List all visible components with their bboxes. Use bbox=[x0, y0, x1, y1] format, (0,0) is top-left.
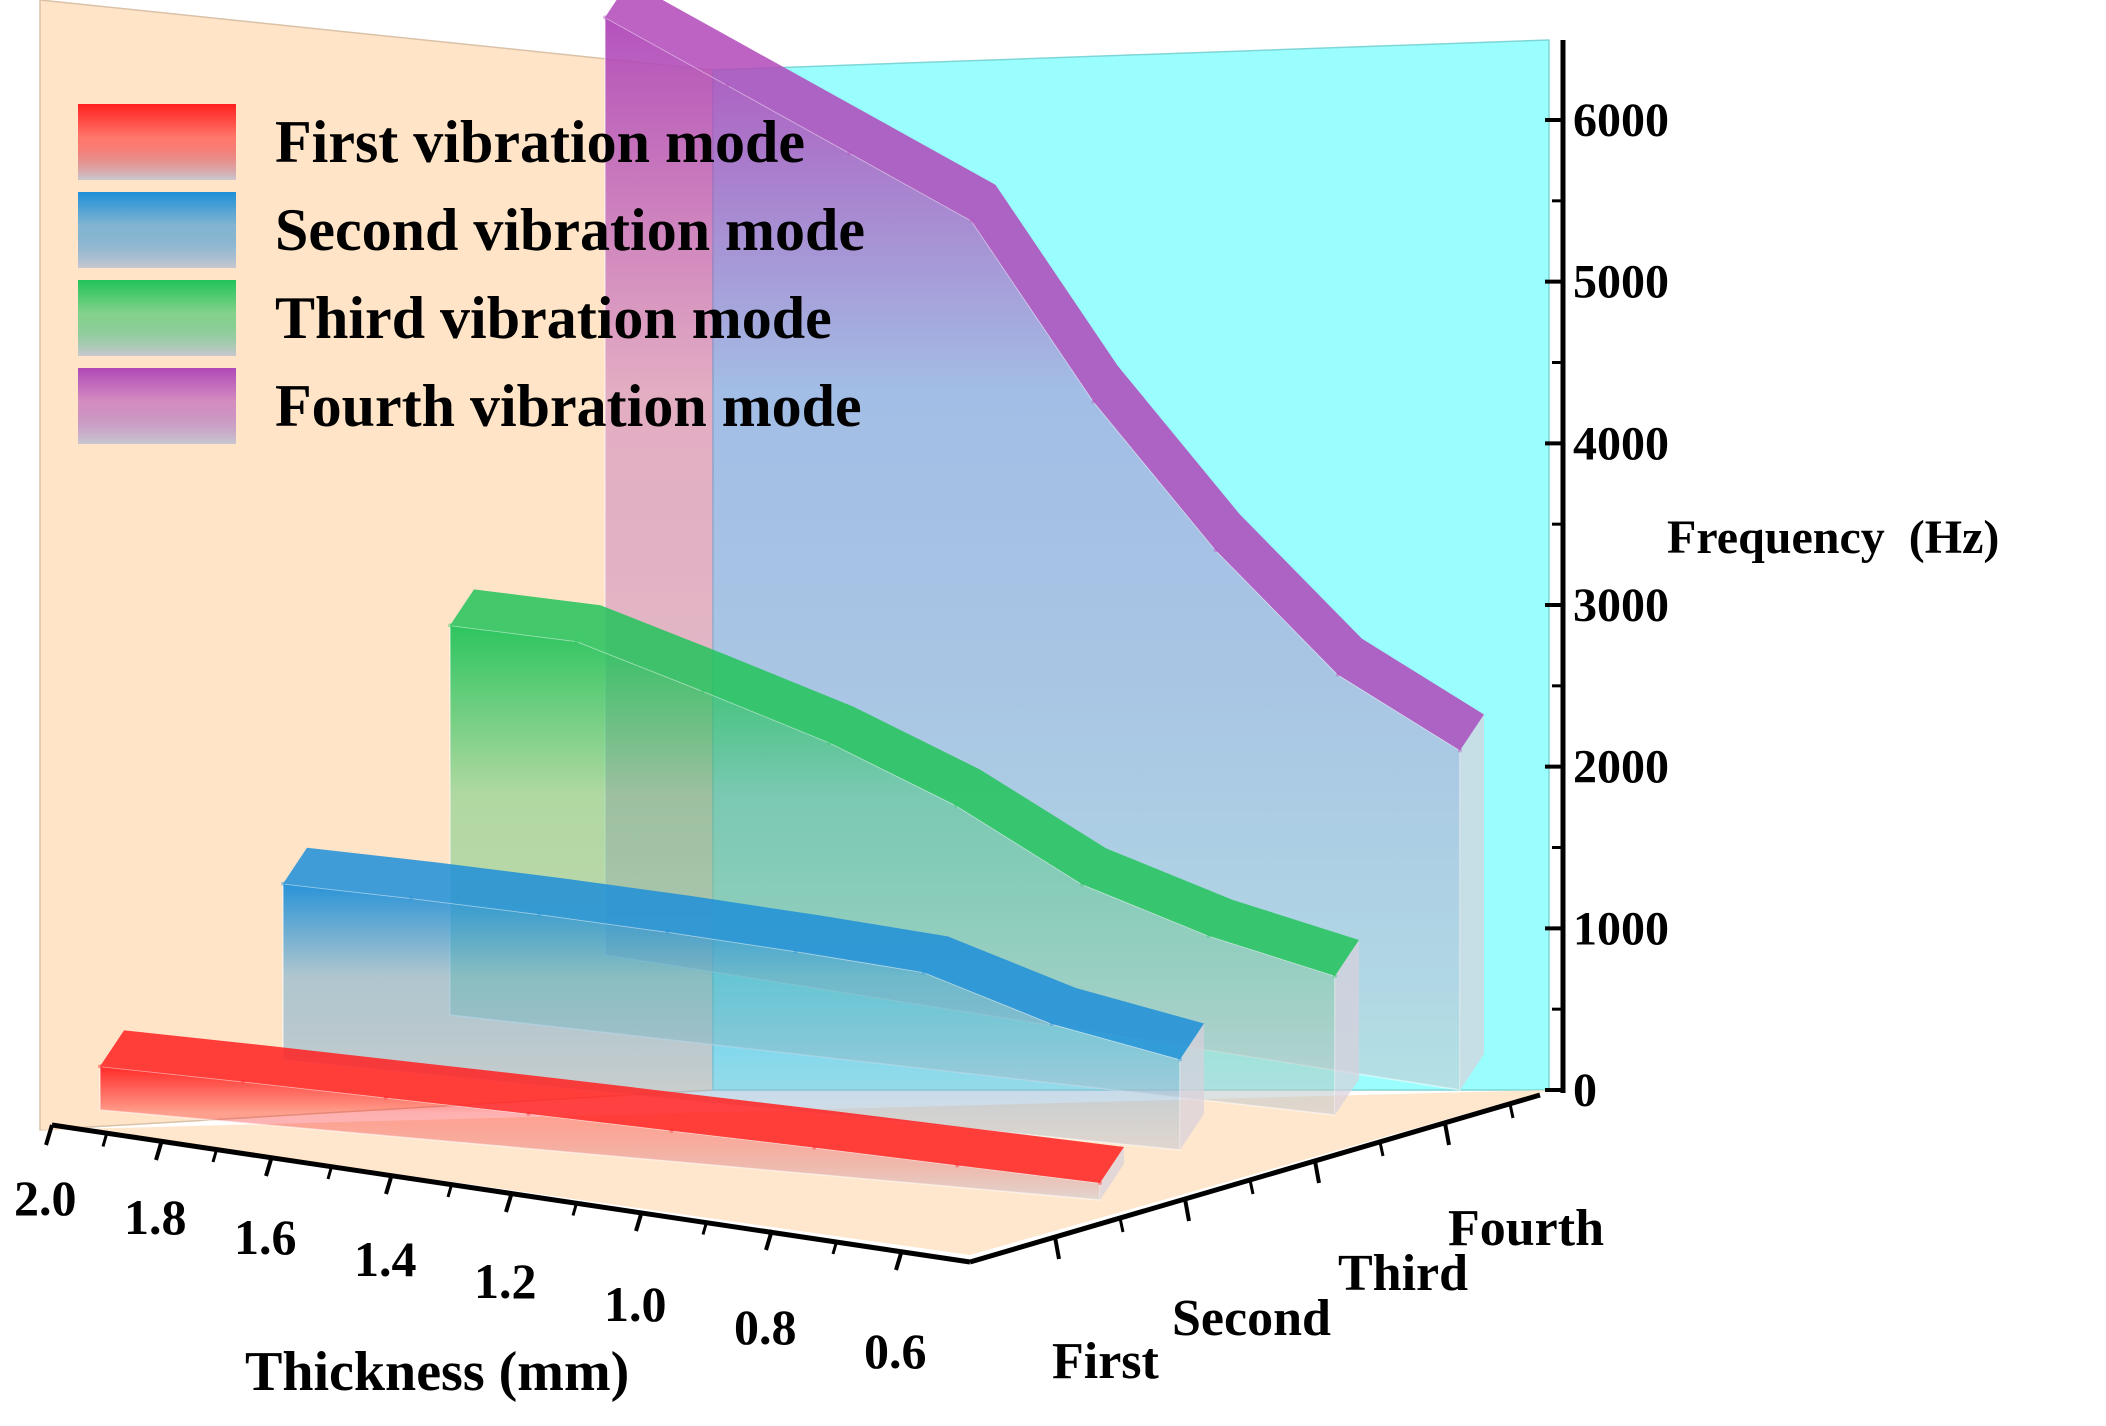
point-third-5 bbox=[1080, 882, 1085, 887]
x-major-tick bbox=[504, 1191, 514, 1213]
legend-label: Second vibration mode bbox=[275, 197, 865, 263]
x-tick-label: 1.8 bbox=[124, 1189, 187, 1245]
point-third-2 bbox=[700, 689, 705, 694]
x-axis-title: Thickness (mm) bbox=[245, 1341, 629, 1403]
x-tick-label: 1.0 bbox=[604, 1276, 667, 1332]
legend-label: Fourth vibration mode bbox=[275, 373, 862, 439]
z-tick-label: 0 bbox=[1573, 1064, 1597, 1117]
point-first-0 bbox=[98, 1064, 102, 1069]
category-tick-label: Third bbox=[1338, 1245, 1468, 1302]
x-minor-tick bbox=[571, 1201, 579, 1216]
cat-major-tick bbox=[1443, 1122, 1451, 1146]
cat-minor-tick bbox=[1378, 1141, 1385, 1157]
wall-end-fourth bbox=[1460, 714, 1484, 1090]
point-third-0 bbox=[448, 623, 452, 628]
cat-minor-tick bbox=[1118, 1217, 1125, 1233]
wall-top-fourth bbox=[605, 0, 1484, 751]
legend-swatch bbox=[78, 104, 236, 180]
wall-end-first bbox=[1100, 1147, 1124, 1200]
x-major-tick bbox=[264, 1155, 274, 1177]
x-tick-label: 2.0 bbox=[14, 1170, 77, 1226]
cat-major-tick bbox=[1183, 1198, 1191, 1222]
x-minor-tick bbox=[101, 1132, 109, 1147]
z-tick-label: 6000 bbox=[1573, 94, 1669, 147]
x-major-tick bbox=[894, 1249, 904, 1271]
x-major-tick bbox=[44, 1124, 54, 1146]
legend-swatch bbox=[78, 368, 236, 444]
point-second-4 bbox=[793, 949, 798, 954]
point-second-3 bbox=[665, 930, 670, 935]
x-minor-tick bbox=[831, 1239, 839, 1255]
point-first-7 bbox=[1098, 1181, 1102, 1186]
point-fourth-3 bbox=[969, 218, 974, 223]
legend-swatch bbox=[78, 280, 236, 356]
cat-major-tick bbox=[1053, 1236, 1061, 1260]
z-tick-label: 3000 bbox=[1573, 579, 1669, 632]
point-second-1 bbox=[409, 896, 414, 901]
x-tick-label: 0.6 bbox=[864, 1323, 927, 1379]
point-fourth-6 bbox=[1335, 672, 1340, 677]
point-first-1 bbox=[240, 1079, 245, 1084]
category-tick-label: First bbox=[1052, 1333, 1160, 1390]
x-major-tick bbox=[634, 1210, 644, 1232]
wall-end-second bbox=[1180, 1023, 1204, 1150]
cat-major-tick bbox=[1313, 1160, 1321, 1184]
point-second-7 bbox=[1178, 1057, 1182, 1062]
x-tick-label: 0.8 bbox=[734, 1299, 797, 1355]
x-major-tick bbox=[384, 1173, 394, 1195]
z-tick-label: 4000 bbox=[1573, 417, 1669, 470]
z-axis-title: Frequency (Hz) bbox=[1667, 511, 1999, 564]
point-fourth-7 bbox=[1458, 748, 1462, 753]
legend-label: Third vibration mode bbox=[275, 285, 832, 351]
z-tick-label: 5000 bbox=[1573, 256, 1669, 309]
wall-top-second bbox=[283, 847, 1204, 1060]
x-tick-label: 1.6 bbox=[234, 1209, 297, 1265]
point-fourth-1 bbox=[725, 83, 730, 88]
point-fourth-4 bbox=[1091, 399, 1096, 404]
legend-swatch bbox=[78, 192, 236, 268]
x-major-tick bbox=[154, 1139, 164, 1161]
category-tick-label: Second bbox=[1172, 1290, 1331, 1347]
x-minor-tick bbox=[211, 1147, 219, 1163]
point-fourth-2 bbox=[847, 150, 852, 155]
point-fourth-0 bbox=[603, 15, 607, 20]
point-first-6 bbox=[955, 1163, 960, 1168]
point-second-5 bbox=[921, 970, 926, 975]
x-minor-tick bbox=[701, 1220, 709, 1235]
cat-minor-tick bbox=[1248, 1179, 1255, 1195]
x-minor-tick bbox=[326, 1164, 334, 1180]
z-tick-label: 2000 bbox=[1573, 741, 1669, 794]
legend-label: First vibration mode bbox=[275, 109, 805, 175]
x-minor-tick bbox=[446, 1182, 454, 1198]
point-third-4 bbox=[953, 803, 958, 808]
y-axis-line bbox=[969, 1092, 1541, 1265]
point-second-6 bbox=[1049, 1021, 1054, 1026]
x-tick-label: 1.2 bbox=[474, 1253, 537, 1309]
point-fourth-5 bbox=[1213, 548, 1218, 553]
x-tick-label: 1.4 bbox=[354, 1231, 417, 1287]
z-tick-label: 1000 bbox=[1573, 902, 1669, 955]
point-first-3 bbox=[526, 1111, 531, 1116]
wall-top-third bbox=[450, 589, 1359, 976]
point-first-4 bbox=[669, 1128, 674, 1133]
point-third-3 bbox=[827, 740, 832, 745]
point-first-2 bbox=[383, 1095, 388, 1100]
x-major-tick bbox=[764, 1229, 774, 1251]
point-first-5 bbox=[812, 1145, 817, 1150]
legend: First vibration mode Second vibration mod… bbox=[78, 104, 865, 444]
point-third-7 bbox=[1333, 973, 1337, 978]
category-tick-label: Fourth bbox=[1448, 1200, 1604, 1257]
point-third-6 bbox=[1206, 933, 1211, 938]
cat-minor-tick bbox=[1508, 1103, 1515, 1119]
point-second-2 bbox=[537, 912, 542, 917]
wall-end-third bbox=[1335, 939, 1359, 1115]
point-second-0 bbox=[281, 881, 285, 886]
point-third-1 bbox=[574, 639, 579, 644]
wall-top-first bbox=[100, 1030, 1124, 1184]
